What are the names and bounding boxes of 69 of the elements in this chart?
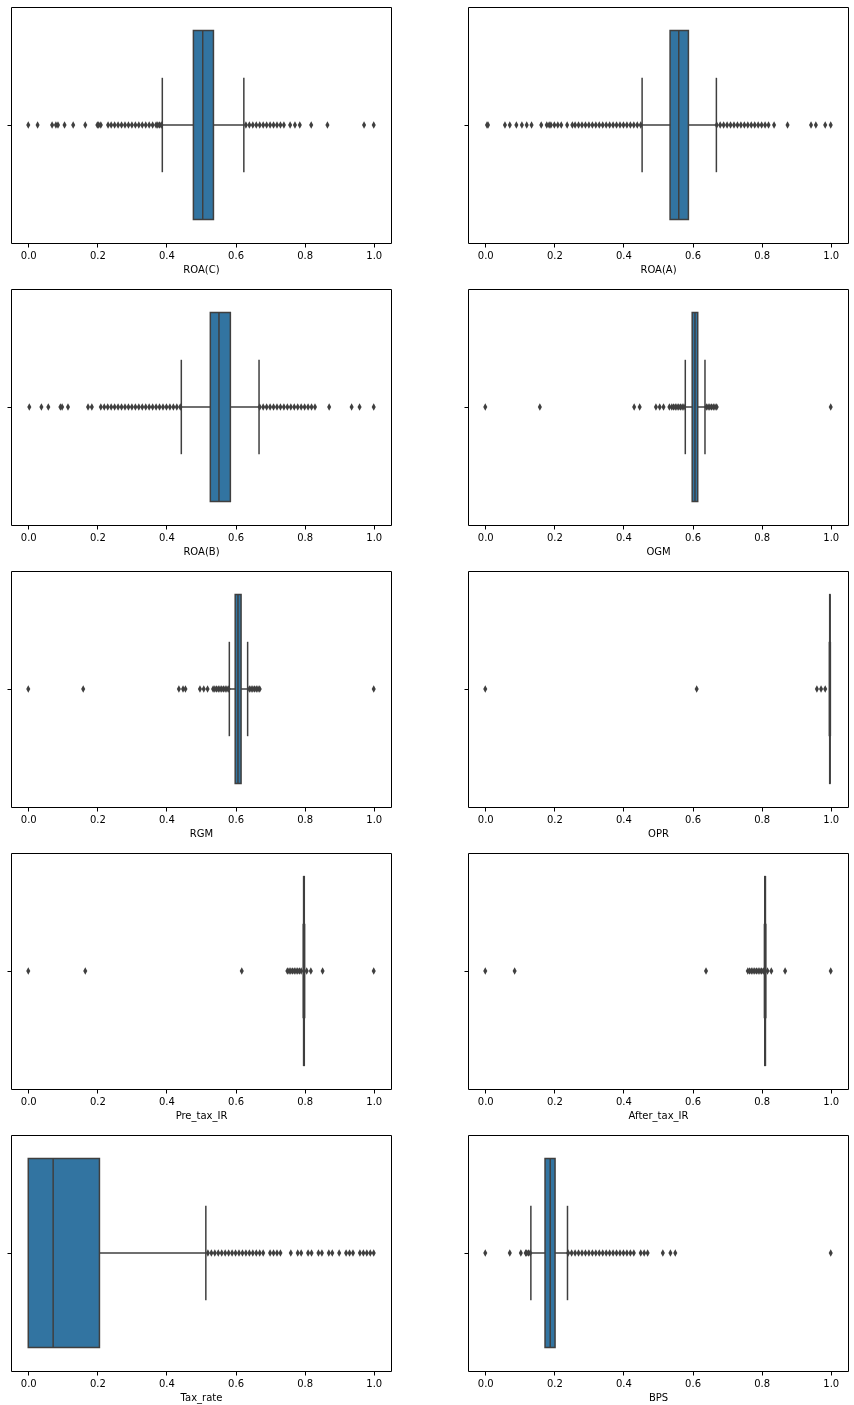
x-tick-label: 0.2 — [546, 1377, 563, 1389]
x-tick-label: 1.0 — [366, 249, 383, 261]
x-tick-label: 0.6 — [685, 249, 701, 261]
x-tick-label: 0.2 — [546, 813, 563, 825]
x-tick-label: 0.8 — [754, 813, 771, 825]
x-tick-label: 0.0 — [477, 1095, 494, 1107]
x-axis-title: RGM — [189, 827, 214, 839]
x-tick-label: 0.8 — [754, 249, 771, 261]
x-axis-title: ROA(B) — [183, 545, 220, 557]
x-tick-label: 0.8 — [297, 249, 314, 261]
x-axis-title: OPR — [648, 827, 669, 839]
x-tick-label: 0.6 — [228, 1377, 244, 1389]
x-tick-label: 0.0 — [477, 249, 494, 261]
x-tick-label: 0.4 — [159, 249, 175, 261]
x-tick-label: 0.2 — [89, 813, 106, 825]
x-tick-label: 0.4 — [616, 249, 632, 261]
x-tick-label: 1.0 — [366, 531, 383, 543]
x-tick-label: 0.2 — [546, 531, 563, 543]
x-tick-label: 1.0 — [366, 1095, 383, 1107]
x-tick-label: 0.4 — [159, 1377, 175, 1389]
x-tick-label: 0.4 — [159, 813, 175, 825]
x-axis-title: BPS — [648, 1391, 669, 1403]
x-tick-label: 0.8 — [297, 813, 314, 825]
x-tick-label: 0.8 — [297, 1095, 314, 1107]
x-tick-label: 1.0 — [823, 1377, 840, 1389]
x-tick-label: 0.0 — [20, 813, 37, 825]
x-tick-label: 0.6 — [685, 1095, 701, 1107]
x-axis-title: OGM — [646, 545, 671, 557]
x-tick-label: 0.0 — [477, 1377, 494, 1389]
x-tick-label: 0.0 — [20, 1095, 37, 1107]
x-tick-label: 0.0 — [477, 531, 494, 543]
x-tick-label: 0.2 — [546, 1095, 563, 1107]
x-tick-label: 0.6 — [685, 813, 701, 825]
x-tick-label: 1.0 — [366, 1377, 383, 1389]
x-tick-label: 0.6 — [228, 249, 244, 261]
x-tick-label: 0.6 — [228, 1095, 244, 1107]
x-tick-label: 0.6 — [685, 1377, 701, 1389]
x-tick-label: 0.2 — [89, 249, 106, 261]
x-tick-label: 0.8 — [754, 1377, 771, 1389]
x-tick-label: 0.4 — [616, 531, 632, 543]
x-axis-title: After_tax_IR — [628, 1109, 689, 1122]
x-tick-label: 1.0 — [366, 813, 383, 825]
x-tick-label: 0.8 — [754, 531, 771, 543]
x-tick-label: 0.6 — [228, 813, 244, 825]
x-tick-label: 0.2 — [89, 1095, 106, 1107]
x-tick-label: 0.0 — [20, 531, 37, 543]
x-tick-label: 0.0 — [20, 1377, 37, 1389]
x-tick-label: 0.6 — [685, 531, 701, 543]
x-tick-label: 0.6 — [228, 531, 244, 543]
x-tick-label: 0.8 — [754, 1095, 771, 1107]
x-tick-label: 0.2 — [89, 1377, 106, 1389]
x-tick-label: 0.4 — [159, 531, 175, 543]
x-tick-label: 1.0 — [823, 813, 840, 825]
x-tick-label: 0.8 — [297, 1377, 314, 1389]
x-tick-label: 0.4 — [616, 813, 632, 825]
x-tick-label: 1.0 — [823, 249, 840, 261]
x-tick-label: 0.4 — [616, 1377, 632, 1389]
x-tick-label: 0.4 — [159, 1095, 175, 1107]
x-axis-title: Tax_rate — [179, 1391, 223, 1404]
x-tick-label: 0.4 — [616, 1095, 632, 1107]
x-axis-title: ROA(C) — [183, 263, 220, 275]
x-tick-label: 0.2 — [546, 249, 563, 261]
x-axis-title: Pre_tax_IR — [175, 1109, 228, 1122]
x-tick-label: 0.2 — [89, 531, 106, 543]
x-axis-title: ROA(A) — [640, 263, 677, 275]
x-tick-label: 0.0 — [477, 813, 494, 825]
x-tick-label: 0.8 — [297, 531, 314, 543]
x-tick-label: 1.0 — [823, 1095, 840, 1107]
x-tick-label: 1.0 — [823, 531, 840, 543]
